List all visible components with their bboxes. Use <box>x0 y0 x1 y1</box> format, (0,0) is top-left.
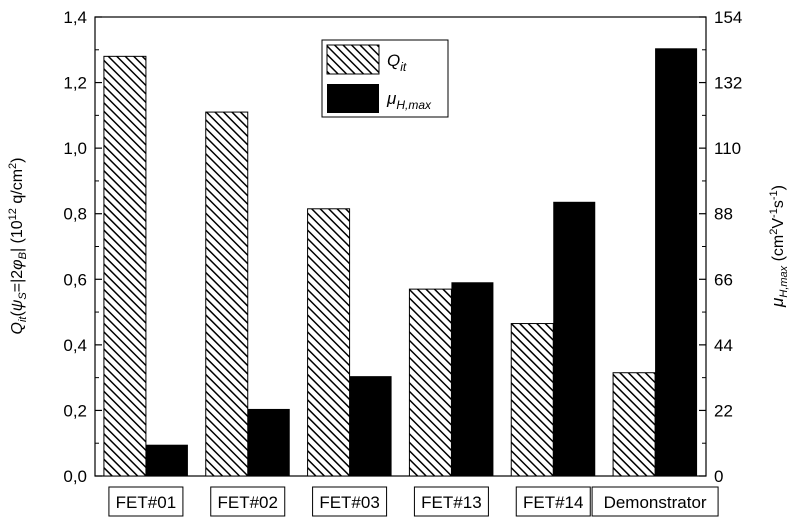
bar-mu-fet03 <box>349 376 392 476</box>
bar-mu-demonstrator <box>655 48 698 476</box>
bars-group <box>103 48 698 477</box>
bar-mu-fet13 <box>451 282 494 476</box>
right-tick-label: 110 <box>714 139 741 158</box>
category-box <box>413 486 489 517</box>
bar-qit-fet13 <box>408 288 452 477</box>
bar-qit-fet01 <box>103 55 147 477</box>
left-tick-label: 1,2 <box>63 74 87 93</box>
bar-mu-fet14 <box>553 201 596 476</box>
bar-qit-demonstrator <box>612 372 656 477</box>
left-axis: 0,0 0,2 0,4 0,6 0,8 1,0 1,2 1,4 <box>63 8 102 486</box>
right-tick-label: 66 <box>714 270 733 289</box>
y-left-axis-title: Qit(ψS=|2φB| (1012 q/cm2) <box>7 157 29 334</box>
right-axis: 0 22 44 66 88 110 132 154 <box>699 8 742 486</box>
legend-swatch-qit <box>326 44 380 75</box>
right-tick-label: 44 <box>714 336 733 355</box>
category-box <box>515 486 591 517</box>
category-label: FET#13 <box>421 493 481 512</box>
category-box <box>591 486 719 517</box>
right-tick-label: 132 <box>714 74 742 93</box>
category-label: FET#01 <box>116 493 176 512</box>
category-box <box>108 486 184 517</box>
left-tick-label: 1,0 <box>63 139 87 158</box>
category-box <box>312 486 388 517</box>
left-tick-label: 0,8 <box>63 205 87 224</box>
category-label: FET#14 <box>523 493 583 512</box>
left-tick-label: 0,6 <box>63 270 87 289</box>
bar-mu-fet02 <box>247 408 290 476</box>
left-tick-label: 0,2 <box>63 401 87 420</box>
category-label: FET#03 <box>319 493 379 512</box>
left-tick-label: 1,4 <box>63 8 87 27</box>
right-tick-label: 0 <box>714 467 723 486</box>
legend-label-qit: Qit <box>387 51 407 74</box>
bar-qit-fet03 <box>307 208 351 477</box>
bar-mu-fet01 <box>145 444 188 476</box>
left-tick-label: 0,0 <box>63 467 87 486</box>
category-box <box>210 486 286 517</box>
bar-qit-fet14 <box>510 323 554 477</box>
left-tick-label: 0,4 <box>63 336 87 355</box>
legend-swatch-mu <box>327 84 379 113</box>
category-label: FET#02 <box>218 493 278 512</box>
right-tick-label: 22 <box>714 401 733 420</box>
legend: Qit μH,max <box>321 39 449 118</box>
bar-qit-fet02 <box>205 111 249 477</box>
y-right-axis-title: μH,max (cm2V-1s-1) <box>768 185 790 308</box>
legend-label-mu: μH,max <box>386 89 432 112</box>
category-labels: FET#01 FET#02 FET#03 FET#13 FET#14 Demonstrat… <box>108 486 719 517</box>
right-tick-label: 88 <box>714 205 733 224</box>
category-label: Demonstrator <box>604 493 707 512</box>
right-tick-label: 154 <box>714 8 742 27</box>
